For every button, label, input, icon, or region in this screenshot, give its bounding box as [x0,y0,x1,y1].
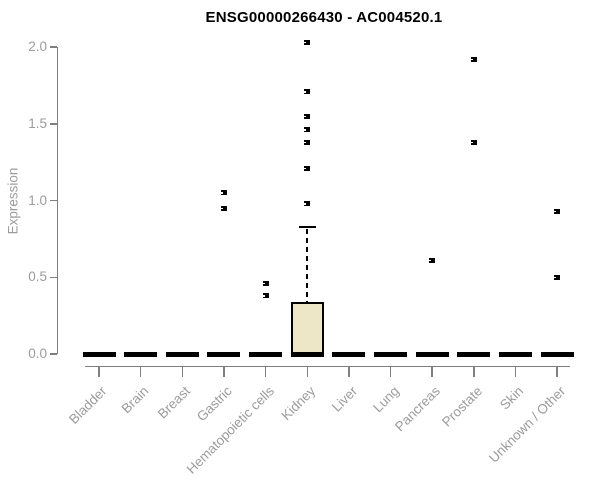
outlier-point [304,89,311,94]
x-tick [223,367,225,377]
outlier-point [554,208,561,214]
x-tick-label: Skin [497,383,527,413]
zero-bar [207,351,241,357]
y-axis-title: Expression [5,167,21,235]
zero-bar [249,351,283,357]
outlier-point [554,274,561,280]
outlier-point [429,257,436,263]
zero-bar [165,351,199,357]
x-tick-label: Prostate [438,383,485,430]
zero-bar [124,351,158,357]
x-tick [181,367,184,377]
x-tick [98,367,100,377]
x-tick [389,367,392,377]
whisker [306,228,309,302]
outlier-point [220,190,227,196]
outlier-point [220,205,227,211]
x-tick [431,367,433,377]
zero-bar [82,351,116,357]
x-tick-label: Lung [369,383,402,416]
x-tick [306,367,308,377]
box [290,301,324,357]
outlier-point [470,56,477,62]
outlier-point [470,139,477,145]
x-tick [139,367,142,377]
outlier-point [304,113,311,119]
zero-bar [457,351,491,357]
zero-bar [540,351,574,357]
x-tick [348,367,350,377]
y-tick-label: 1.5 [28,115,47,131]
y-axis-line [56,47,58,354]
x-tick-label: Kidney [278,383,319,424]
y-tick [49,123,57,125]
outlier-point [304,127,311,133]
x-axis-line [85,365,570,367]
zero-bar [332,351,366,357]
zero-bar [290,351,324,357]
y-tick-label: 0.5 [28,269,47,285]
outlier-point [304,165,311,171]
x-tick-label: Liver [328,383,360,415]
zero-bar [415,351,449,357]
y-tick [49,199,57,202]
x-tick-label: Brain [118,383,152,417]
x-tick [264,367,267,377]
outlier-point [304,201,311,207]
chart-title: ENSG00000266430 - AC004520.1 [205,9,443,26]
zero-bar [499,351,532,357]
y-tick [49,46,57,48]
y-tick [49,276,57,278]
y-tick-label: 1.0 [28,192,47,208]
y-tick [49,353,57,355]
y-tick-label: 0.0 [28,346,47,361]
outlier-point [262,293,269,299]
x-tick-label: Bladder [66,383,110,427]
outlier-point [262,280,269,286]
outlier-point [304,139,311,145]
whisker-cap [298,225,316,228]
y-tick-label: 2.0 [28,39,47,54]
x-tick-label: Breast [155,383,194,422]
x-tick [556,367,558,377]
zero-bar [374,351,408,357]
x-tick [514,367,517,377]
outlier-point [304,39,311,45]
x-tick-label: Unknown / Other [485,383,569,466]
x-tick [473,367,475,377]
